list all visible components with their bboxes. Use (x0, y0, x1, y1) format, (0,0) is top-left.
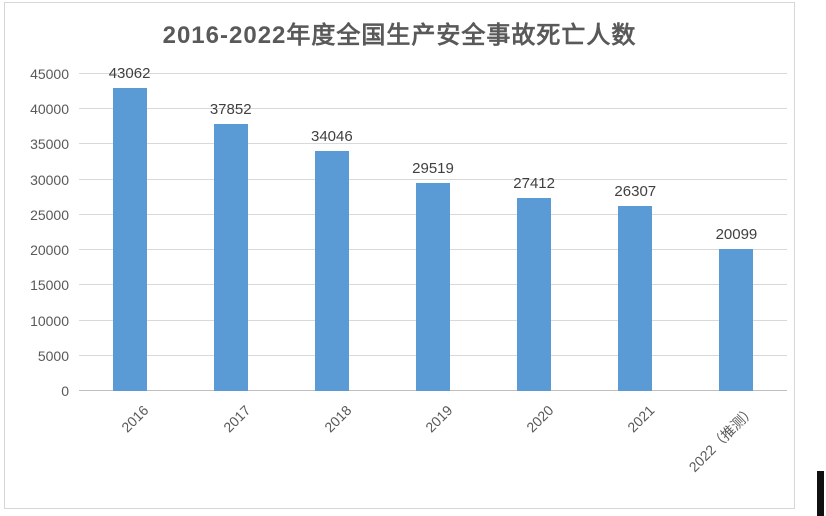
y-axis: 0 5000 10000 15000 20000 25000 30000 35000 40000… (5, 66, 69, 399)
y-tick-label: 15000 (30, 277, 69, 294)
y-tick-label: 35000 (30, 136, 69, 153)
x-tick-label: 2020 (523, 402, 557, 436)
x-tick-label: 2021 (624, 402, 658, 436)
bar-value-label: 34046 (310, 128, 353, 145)
bar-value-label: 37852 (209, 101, 252, 118)
y-tick-label: 5000 (37, 347, 69, 364)
gridline (79, 73, 787, 74)
screenshot-artifact (817, 471, 824, 516)
bar-value-label: 43062 (108, 65, 151, 82)
bar-chart: 2016-2022年度全国生产安全事故死亡人数 0 5000 10000 15000 2… (4, 2, 795, 509)
x-tick-label: 2017 (219, 402, 254, 436)
y-tick-label: 30000 (30, 171, 69, 188)
bar-6 (618, 206, 653, 391)
chart-title: 2016-2022年度全国生产安全事故死亡人数 (162, 22, 637, 49)
y-tick-label: 20000 (30, 242, 69, 259)
bar-7 (719, 249, 754, 391)
x-tick-label: 2018 (320, 402, 355, 436)
gridline (79, 143, 787, 145)
y-tick-label: 40000 (30, 101, 69, 118)
x-tick-label: 2019 (421, 402, 456, 436)
bar-value-label: 27412 (513, 175, 555, 192)
x-tick-label: 2022（推测） (685, 402, 759, 475)
bar-5 (517, 198, 552, 391)
y-tick-label: 0 (61, 383, 69, 399)
bar-2 (213, 124, 248, 391)
bar-value-label: 29519 (412, 160, 454, 177)
bar-4 (416, 183, 450, 391)
y-tick-label: 10000 (30, 312, 69, 329)
bar-1 (112, 88, 147, 391)
y-tick-label: 45000 (30, 66, 69, 82)
gridline (79, 108, 787, 110)
x-tick-label: 2016 (118, 402, 152, 436)
gridline (79, 178, 787, 180)
bar-value-label: 20099 (715, 226, 758, 243)
bar-value-label: 26307 (614, 183, 657, 200)
bar-3 (314, 151, 349, 391)
y-tick-label: 25000 (30, 206, 69, 223)
plot-area: 43062 37852 34046 29519 27412 26307 20099 2016… (79, 65, 787, 475)
